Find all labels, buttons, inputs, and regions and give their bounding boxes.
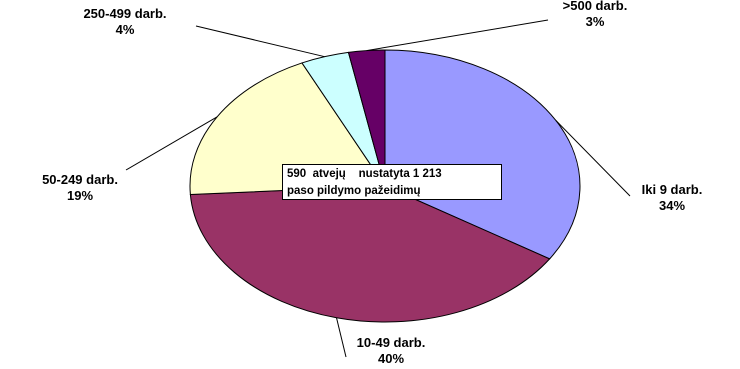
slice-value-250-499: 4%: [116, 22, 135, 37]
annotation-box: 590 atvejų nustatyta 1 213 paso pildymo …: [282, 164, 502, 200]
slice-label-50-249: 50-249 darb.: [42, 172, 118, 187]
slice-label-250-499: 250-499 darb.: [83, 6, 166, 21]
annotation-line-2: paso pildymo pažeidimų: [287, 185, 421, 197]
slice-label-500-plus: >500 darb.: [563, 0, 628, 13]
slice-label-10-49: 10-49 darb.: [357, 335, 426, 350]
slice-value-10-49: 40%: [378, 351, 404, 366]
leader-line-500-plus: [366, 19, 549, 52]
leader-line-iki-9: [555, 120, 631, 197]
leader-line-10-49: [336, 317, 347, 358]
slice-value-500-plus: 3%: [586, 14, 605, 29]
slice-labels: Iki 9 darb.34% 10-49 darb.40% 50-249 darb.…: [42, 0, 702, 366]
pie-slice-50-249: [189, 62, 386, 196]
annotation-line-1: 590 atvejų nustatyta 1 213: [287, 168, 442, 180]
pie-slice-iki-9: [384, 49, 581, 260]
leader-line-50-249: [125, 116, 218, 171]
pie-slice-10-49: [189, 185, 551, 323]
slice-label-iki-9: Iki 9 darb.: [642, 182, 703, 197]
slice-value-iki-9: 34%: [659, 198, 685, 213]
leader-lines: [125, 19, 631, 358]
slice-value-50-249: 19%: [67, 188, 93, 203]
pie-slices: [189, 49, 581, 323]
leader-line-250-499: [195, 25, 325, 58]
